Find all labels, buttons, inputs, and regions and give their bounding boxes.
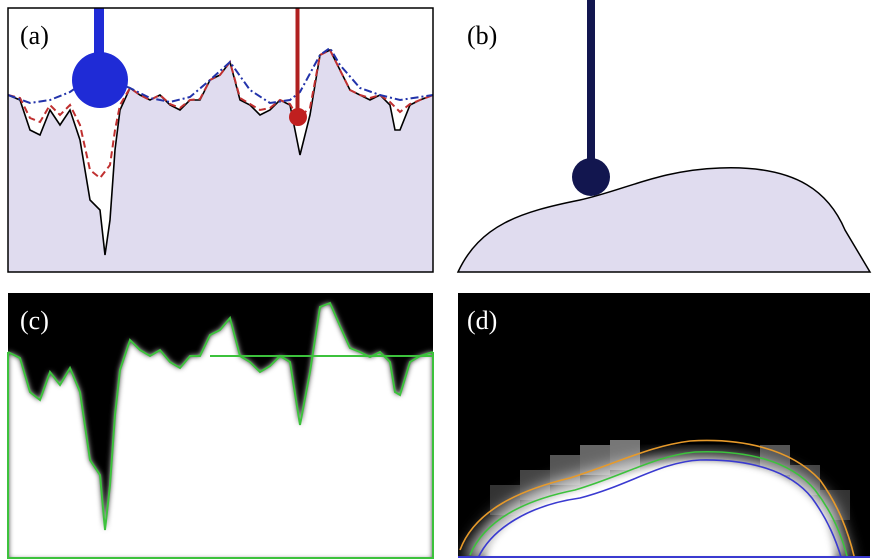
orange-contour: [459, 439, 856, 558]
panel-d: [458, 293, 870, 558]
tip: [572, 158, 610, 196]
small-tip-trace: [8, 48, 433, 180]
surface-bump: [456, 167, 872, 273]
green-contour: [469, 450, 849, 558]
extracted-edge: [8, 301, 433, 531]
panel-label: (b): [467, 21, 497, 50]
panel-b: (b): [456, 0, 872, 273]
panel-label: (d): [467, 306, 497, 335]
tip-stem: [587, 0, 595, 160]
small-tip-stem: [295, 8, 300, 110]
panel-label: (a): [20, 21, 49, 50]
surface-area: [8, 50, 433, 272]
panel-a-border: [7, 7, 434, 273]
surface-image: [8, 303, 433, 558]
panel-c: [8, 293, 433, 558]
bright-core: [485, 462, 835, 558]
panel-label: (c): [20, 306, 49, 335]
large-tip: [72, 52, 128, 108]
blue-contour: [477, 459, 843, 558]
large-tip-stem: [94, 8, 104, 65]
small-tip: [289, 108, 307, 126]
panel-a: [8, 8, 433, 272]
